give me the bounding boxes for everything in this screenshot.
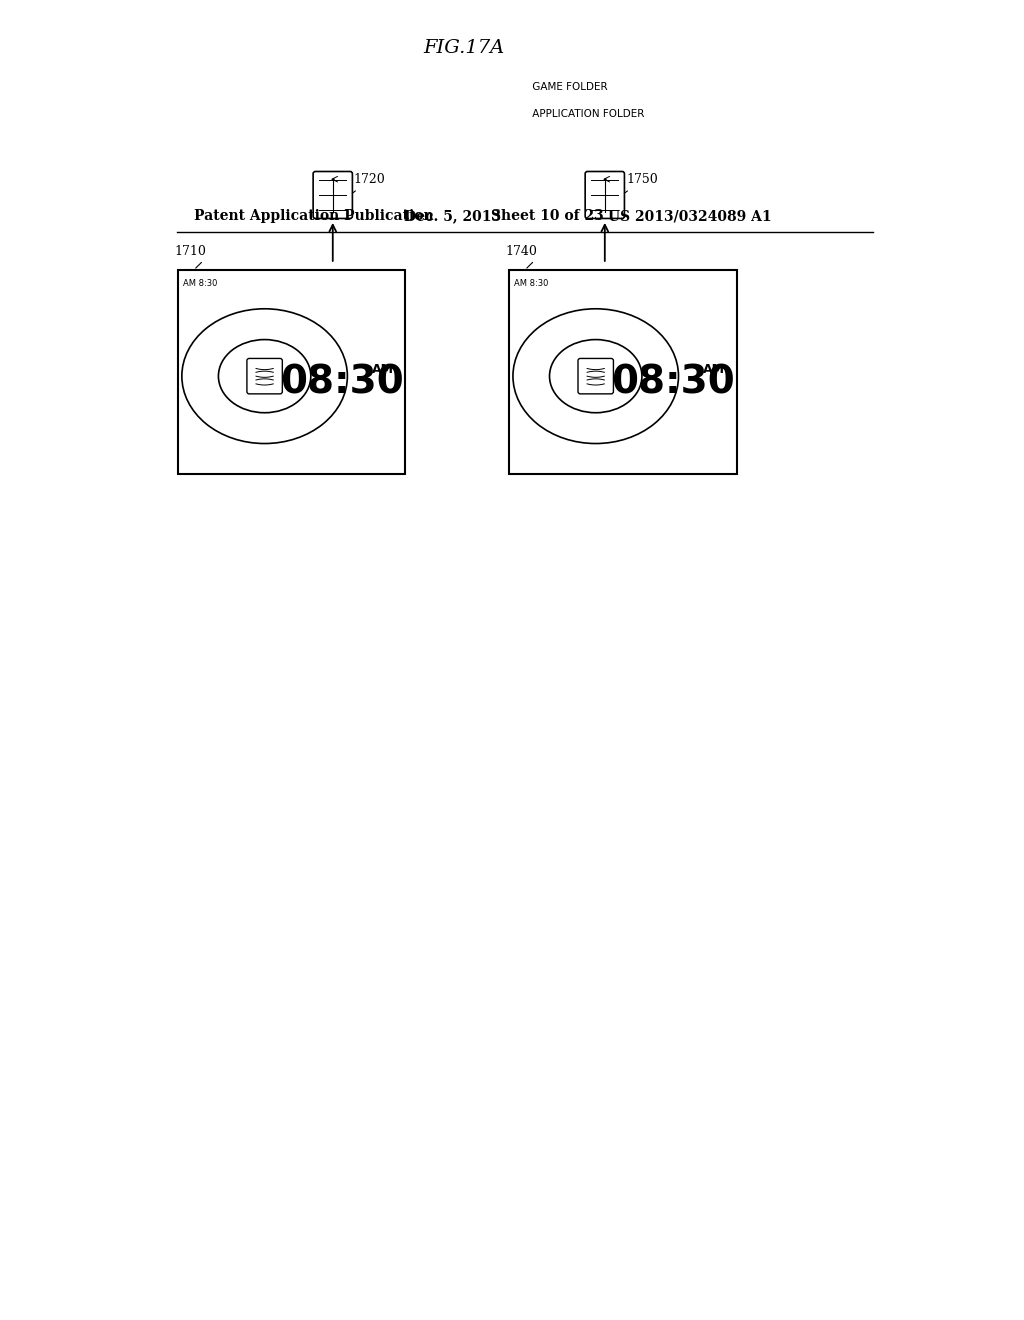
FancyBboxPatch shape xyxy=(178,271,406,474)
Ellipse shape xyxy=(218,339,311,413)
Text: 1710: 1710 xyxy=(174,244,206,268)
Text: 1720: 1720 xyxy=(352,173,386,193)
FancyBboxPatch shape xyxy=(529,0,588,16)
FancyBboxPatch shape xyxy=(215,0,416,128)
Text: AM: AM xyxy=(372,363,394,376)
Ellipse shape xyxy=(513,309,679,444)
Text: Sheet 10 of 23: Sheet 10 of 23 xyxy=(490,209,604,223)
FancyBboxPatch shape xyxy=(236,73,301,131)
Text: GAME FOLDER: GAME FOLDER xyxy=(529,82,608,92)
Text: 08:30: 08:30 xyxy=(280,363,403,401)
Circle shape xyxy=(338,34,342,38)
Text: 1750: 1750 xyxy=(625,173,657,193)
Circle shape xyxy=(345,26,350,32)
Text: AM: AM xyxy=(702,363,725,376)
Circle shape xyxy=(338,26,342,32)
FancyBboxPatch shape xyxy=(215,0,229,128)
FancyBboxPatch shape xyxy=(508,70,639,132)
FancyBboxPatch shape xyxy=(307,7,373,65)
Text: AM 8:30: AM 8:30 xyxy=(514,280,549,288)
Circle shape xyxy=(330,41,335,45)
Text: Patent Application Publication: Patent Application Publication xyxy=(194,209,433,223)
FancyBboxPatch shape xyxy=(585,172,625,218)
FancyBboxPatch shape xyxy=(477,0,731,24)
Text: Dec. 5, 2013: Dec. 5, 2013 xyxy=(403,209,501,223)
Text: US 2013/0324089 A1: US 2013/0324089 A1 xyxy=(608,209,772,223)
Ellipse shape xyxy=(550,339,642,413)
FancyBboxPatch shape xyxy=(509,271,736,474)
Text: APPLICATION FOLDER: APPLICATION FOLDER xyxy=(529,110,645,119)
Ellipse shape xyxy=(182,309,347,444)
Wedge shape xyxy=(266,106,273,110)
Circle shape xyxy=(330,34,335,38)
Circle shape xyxy=(517,112,521,116)
FancyBboxPatch shape xyxy=(236,7,301,65)
Text: AM 8:30: AM 8:30 xyxy=(183,280,217,288)
FancyBboxPatch shape xyxy=(313,172,352,218)
FancyBboxPatch shape xyxy=(578,359,613,393)
FancyBboxPatch shape xyxy=(247,359,283,393)
Text: FIG.17A: FIG.17A xyxy=(423,40,505,57)
Circle shape xyxy=(345,34,350,38)
Circle shape xyxy=(345,41,350,45)
Text: 11ST: 11ST xyxy=(541,0,577,1)
Circle shape xyxy=(338,41,342,45)
Text: 1740: 1740 xyxy=(506,244,538,268)
FancyBboxPatch shape xyxy=(307,73,373,131)
Text: 08:30: 08:30 xyxy=(611,363,735,401)
Circle shape xyxy=(330,26,335,32)
